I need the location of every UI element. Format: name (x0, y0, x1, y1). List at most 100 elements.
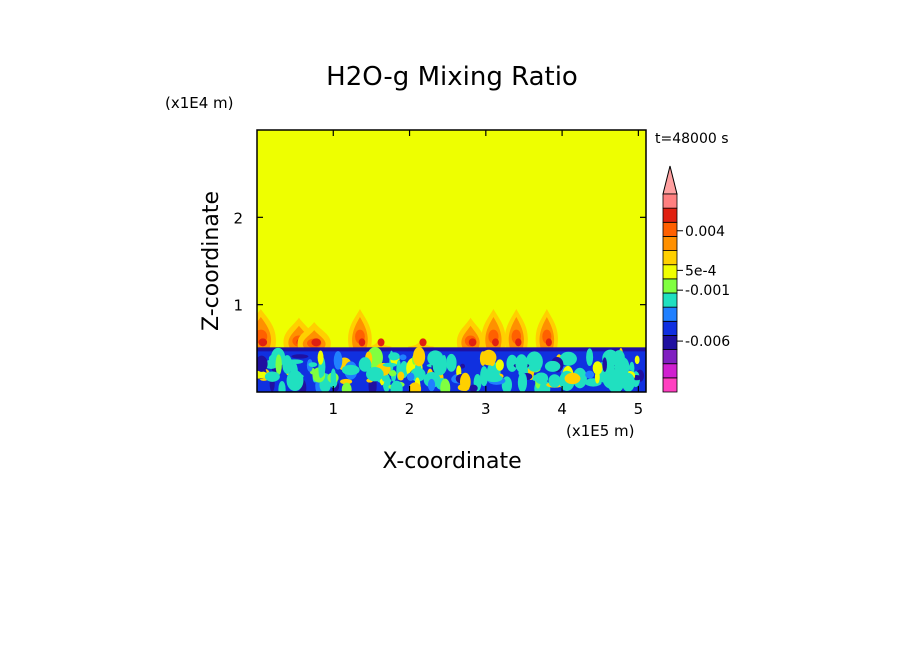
boundary-layer-cell (446, 353, 457, 372)
colorbar-labels: 0.004 5e-4 -0.001 -0.006 (677, 224, 730, 350)
plume-root (468, 338, 477, 347)
colorbar-level (662, 193, 678, 209)
plume (257, 309, 276, 349)
plume (456, 317, 485, 349)
colorbar-level (662, 349, 678, 365)
colorbar-label: 0.004 (685, 224, 725, 240)
colorbar-level (662, 363, 678, 379)
boundary-layer-cell (341, 382, 352, 392)
x-scale-label: (x1E5 m) (566, 422, 635, 440)
boundary-layer-cell (564, 372, 581, 385)
boundary-layer-cell (525, 351, 543, 372)
boundary-layer-cell (607, 367, 614, 376)
colorbar-level (662, 292, 678, 308)
boundary-layer-cell (485, 374, 503, 383)
boundary-layer-cell (341, 364, 360, 376)
x-tick-label: 5 (634, 400, 644, 418)
boundary-layer-cell (388, 370, 397, 377)
plume (297, 322, 331, 349)
plume-root (258, 338, 268, 347)
plume-root (492, 338, 499, 347)
plot-frame (256, 129, 647, 393)
x-tick-label: 1 (329, 400, 339, 418)
boundary-layer-cell (441, 355, 447, 367)
boundary-layer-cell (318, 366, 323, 379)
boundary-layer-cell (257, 370, 268, 379)
boundary-layer-cell (459, 372, 471, 392)
boundary-layer-cell (317, 350, 324, 365)
boundary-layer-cell (469, 384, 478, 392)
boundary-layer-top (257, 347, 646, 352)
boundary-layer-cell (506, 354, 518, 372)
plot-area (257, 130, 646, 392)
boundary-layer-cell (390, 380, 403, 392)
colorbar-level (662, 236, 678, 251)
boundary-layer-cell (427, 350, 444, 366)
plume (535, 309, 558, 349)
boundary-layer-cell (460, 363, 466, 369)
boundary-layer-cell (413, 346, 426, 367)
y-ticks: 12 (233, 209, 646, 315)
colorbar-level (662, 278, 678, 294)
boundary-layer-cell (264, 359, 278, 369)
boundary-layer (257, 346, 646, 392)
boundary-layer-cell (340, 378, 353, 385)
boundary-layer-cell (592, 361, 603, 375)
boundary-layer-cell (613, 350, 625, 366)
boundary-layer-cell (399, 354, 407, 361)
plume (504, 309, 528, 349)
colorbar-level (662, 207, 678, 223)
boundary-layer-cell (559, 351, 577, 366)
boundary-layer-cell (330, 368, 337, 388)
colorbar-label: -0.001 (685, 283, 730, 299)
boundary-layer-cell (282, 355, 293, 374)
plume (481, 309, 506, 349)
boundary-layer-cell (366, 366, 384, 382)
plume-root (311, 338, 321, 347)
boundary-layer-cell (548, 374, 561, 388)
boundary-layer-cell (427, 378, 436, 392)
x-axis-label: X-coordinate (382, 449, 521, 474)
x-tick-label: 4 (557, 400, 567, 418)
boundary-layer-cell (515, 354, 528, 373)
boundary-layer-cell (406, 372, 415, 382)
boundary-layer-cell (291, 354, 309, 359)
boundary-layer-cell (602, 357, 608, 372)
y-tick-label: 1 (233, 297, 243, 315)
boundary-layer-cell (440, 378, 451, 392)
colorbar-level (662, 264, 678, 280)
boundary-layer-cell (308, 362, 318, 368)
colorbar-label: 5e-4 (685, 263, 717, 279)
y-axis-label: Z-coordinate (199, 191, 224, 331)
boundary-layer-cell (534, 372, 549, 385)
boundary-layer-cell (278, 380, 286, 392)
time-label: t=48000 s (655, 131, 729, 147)
boundary-layer-cell (517, 372, 527, 392)
boundary-layer-cell (408, 382, 422, 392)
boundary-layer-cell (586, 348, 594, 367)
boundary-layer-cell (585, 370, 595, 379)
boundary-layer-cell (621, 372, 635, 392)
plume (348, 309, 372, 349)
plume-root (377, 338, 385, 347)
x-tick-label: 3 (481, 400, 491, 418)
y-tick-label: 2 (233, 209, 243, 227)
y-scale-label: (x1E4 m) (165, 94, 234, 112)
boundary-layer-cell (479, 351, 487, 366)
boundary-layer-cell (397, 371, 405, 381)
boundary-layer-cell (333, 351, 343, 370)
colorbar (662, 165, 678, 393)
boundary-layer-cell (607, 373, 624, 392)
plumes (257, 309, 558, 354)
plume-root (419, 338, 427, 347)
colorbar-level (662, 335, 678, 350)
boundary-layer-cell (495, 359, 504, 371)
boundary-layer-cell (286, 370, 304, 392)
boundary-layer-cell (594, 371, 600, 384)
boundary-layer-cell (275, 354, 282, 375)
chart-title: H2O-g Mixing Ratio (326, 62, 578, 92)
colorbar-label: -0.006 (685, 334, 730, 350)
colorbar-level (662, 250, 678, 266)
boundary-layer-cell (264, 371, 280, 382)
